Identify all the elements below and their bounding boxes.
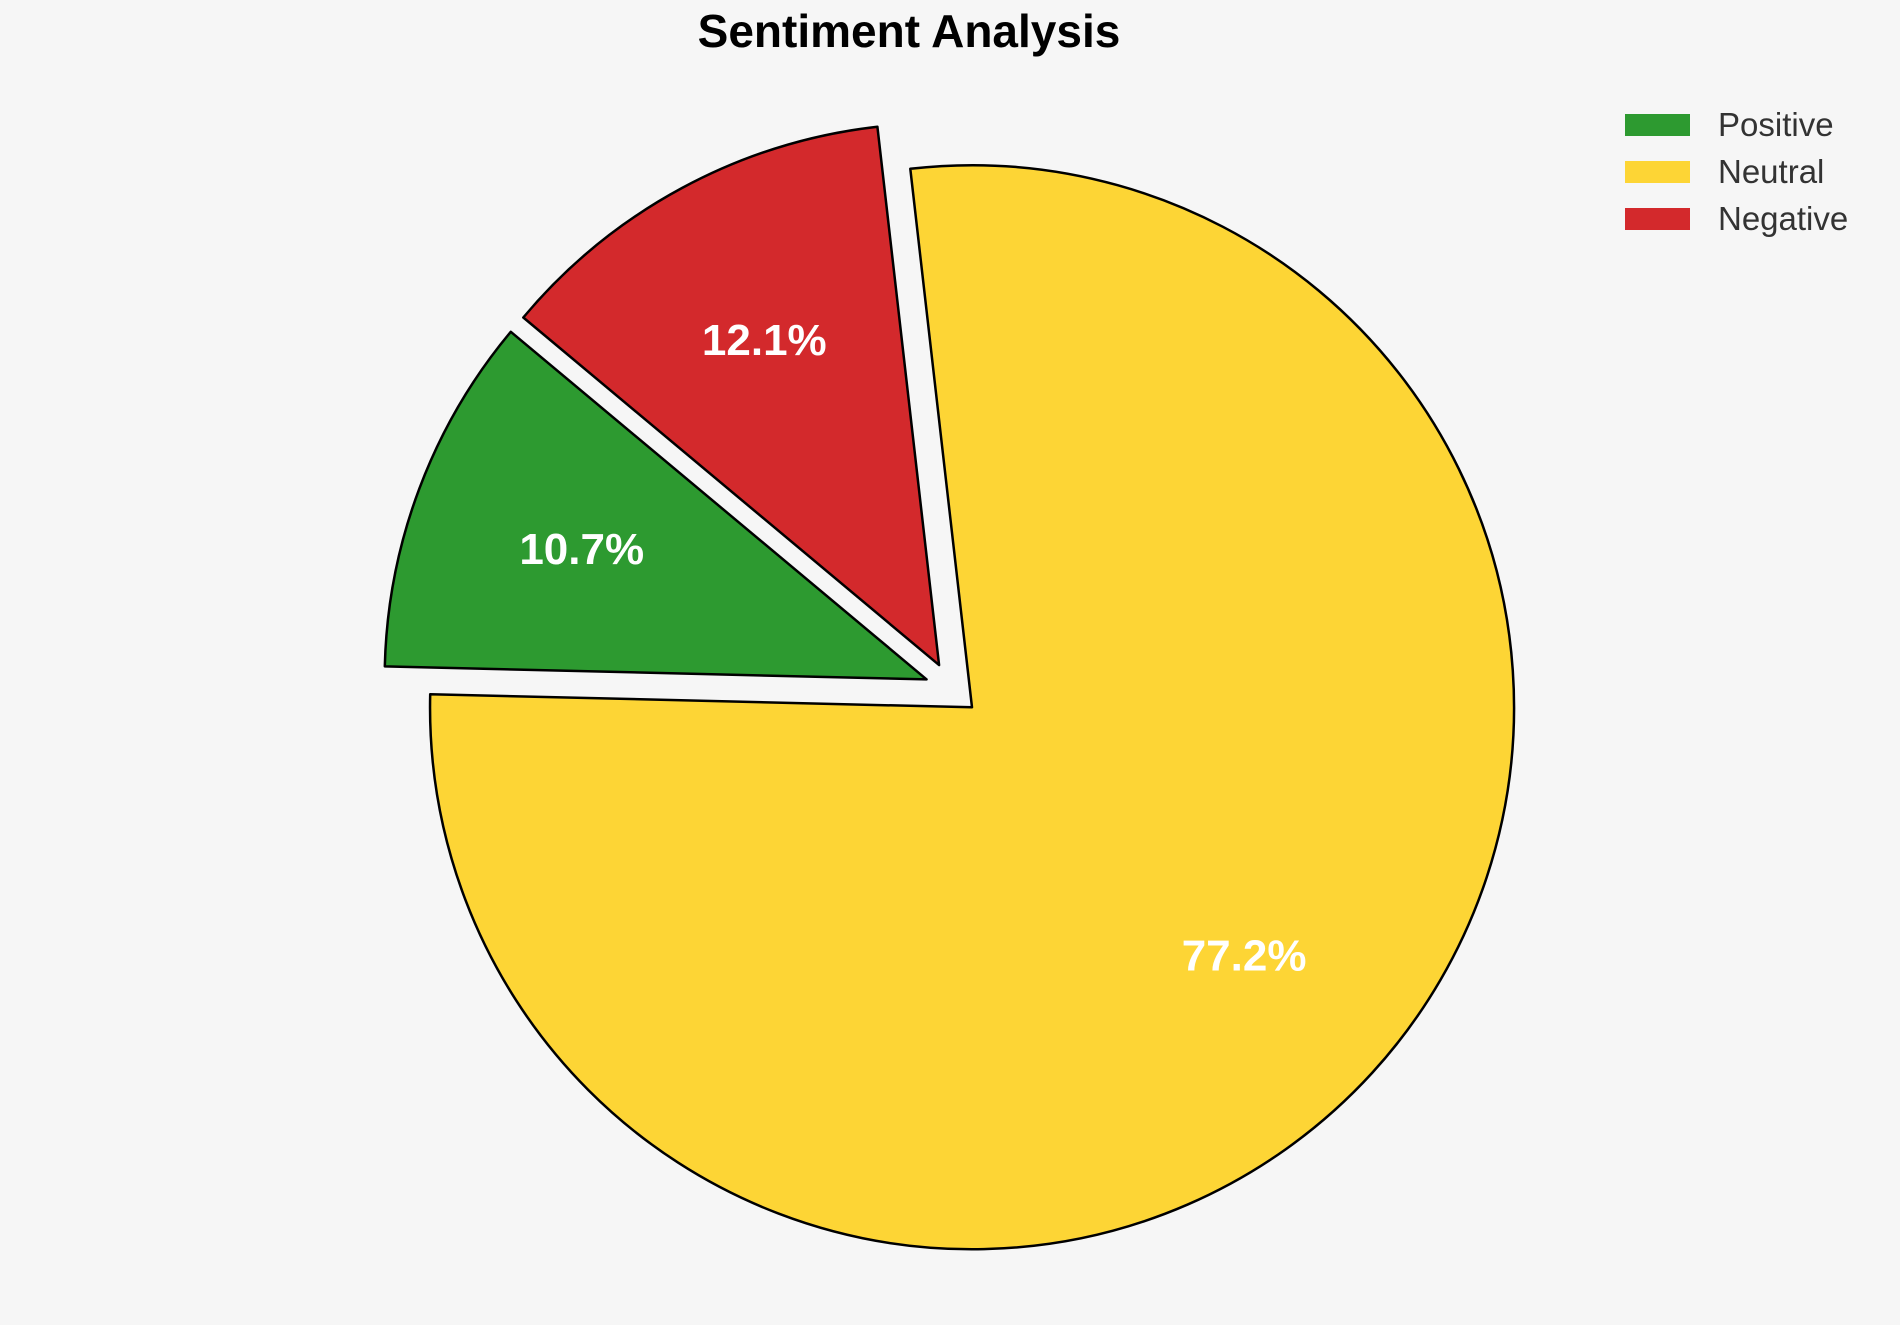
pie-slice-negative	[522, 125, 941, 667]
legend: Positive Neutral Negative	[1625, 101, 1848, 242]
legend-swatch-positive-icon	[1625, 113, 1690, 136]
pie-pct-label-negative: 12.1%	[702, 316, 827, 365]
legend-item-negative: Negative	[1625, 195, 1848, 242]
pie-pct-label-neutral: 77.2%	[1182, 931, 1307, 980]
chart-title: Sentiment Analysis	[697, 5, 1121, 57]
legend-swatch-negative-icon	[1625, 207, 1690, 230]
pie-slice-neutral	[428, 164, 1516, 1251]
pie-pct-label-positive: 10.7%	[519, 525, 644, 574]
legend-label: Positive	[1718, 106, 1834, 143]
legend-item-neutral: Neutral	[1625, 148, 1848, 195]
legend-item-positive: Positive	[1625, 101, 1848, 148]
legend-label: Negative	[1718, 200, 1849, 237]
legend-label: Neutral	[1718, 153, 1825, 190]
legend-swatch-neutral-icon	[1625, 160, 1690, 183]
pie-slice-positive	[383, 330, 928, 681]
